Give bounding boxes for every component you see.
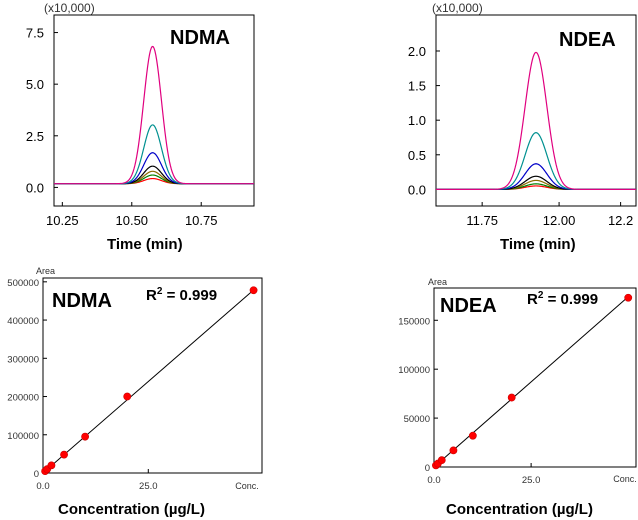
ndma-x-tick-label: 10.25 [46, 213, 79, 228]
ndma-calibration: 0 100000 200000 300000 400000 500000 0.0 25.0 Ar… [7, 266, 263, 492]
ndea-series-line [436, 51, 636, 190]
ndma-data-point [249, 286, 258, 295]
ndma-calibration-xlabel: Concentration (µg/L) [58, 501, 205, 518]
ndea-compound-label: NDEA [559, 29, 616, 51]
ndma-series-line [54, 170, 254, 185]
ndma-chromatogram: 10.25 10.50 10.75 0.0 2.5 5.0 7.5(x10,000) NDMA [26, 1, 255, 228]
ndma-cal-y-tick-label: 400000 [7, 316, 39, 327]
ndea-y-tick-label: 0.5 [408, 148, 426, 163]
ndma-cal-y-tick-label: 300000 [7, 354, 39, 365]
ndea-series-line [436, 179, 636, 190]
ndea-x-tick-label: 12.00 [543, 213, 576, 228]
ndea-multiplier-label: (x10,000) [432, 1, 483, 15]
ndma-series-line [54, 174, 254, 185]
ndea-cal-x-tick-label: 25.0 [522, 475, 541, 486]
ndea-x-tick-label: 11.75 [466, 213, 498, 228]
ndma-calibration-frame [42, 277, 263, 474]
ndea-data-point [624, 293, 633, 302]
ndea-y-tick-label: 1.5 [408, 79, 426, 94]
ndea-cal-y-tick-label: 0 [425, 463, 430, 474]
ndma-data-point [60, 450, 68, 459]
ndma-r2-label: R2 = 0.999 [146, 286, 217, 304]
ndea-calibration-xlabel: Concentration (µg/L) [446, 501, 593, 518]
ndea-data-point [449, 446, 458, 455]
ndma-y-tick-label: 7.5 [26, 26, 44, 41]
ndma-cal-y-tick-label: 500000 [7, 278, 39, 289]
ndea-series-line [436, 183, 636, 190]
ndma-cal-compound-label: NDMA [52, 290, 112, 312]
ndma-y-tick-label: 5.0 [26, 77, 44, 92]
ndea-y-tick-label: 0.0 [408, 182, 426, 197]
ndea-x-tick-label: 12.2 [608, 213, 633, 228]
ndma-data-point [123, 392, 132, 401]
ndea-chromatogram-xlabel: Time (min) [500, 236, 576, 253]
ndea-cal-x-tick-label: 0.0 [427, 475, 440, 486]
ndma-cal-y-tick-label: 0 [34, 469, 39, 480]
ndea-r2-label: R2 = 0.999 [527, 290, 598, 308]
ndma-plot-frame [53, 14, 255, 207]
ndea-cal-y-tick-label: 100000 [398, 365, 430, 376]
ndea-cal-y-tick-label: 150000 [398, 316, 430, 327]
ndma-area-label: Area [36, 266, 55, 276]
ndma-conc-label: Conc. [235, 481, 259, 491]
ndea-cal-compound-label: NDEA [440, 295, 497, 317]
ndea-y-tick-label: 2.0 [408, 44, 426, 59]
ndea-cal-y-tick-label: 50000 [404, 414, 430, 425]
ndma-series-line [54, 45, 254, 185]
ndea-regression-line [433, 296, 629, 468]
ndma-y-tick-label: 2.5 [26, 129, 44, 144]
ndma-regression-line [42, 289, 254, 474]
ndma-chromatogram-xlabel: Time (min) [107, 236, 183, 253]
ndma-cal-x-tick-label: 25.0 [139, 481, 158, 492]
ndea-chromatogram: 11.75 12.00 12.2 0.0 0.5 1.0 1.5 2.0 (x10,000) ND… [408, 1, 637, 228]
ndea-y-tick-label: 1.0 [408, 113, 426, 128]
ndea-calibration: 0 50000 100000 150000 0.0 25.0 Area Conc. NDEA R2… [398, 277, 637, 486]
ndea-area-label: Area [428, 277, 447, 287]
ndma-x-tick-label: 10.75 [185, 213, 218, 228]
ndea-calibration-frame [433, 287, 637, 468]
ndma-compound-label: NDMA [170, 27, 230, 49]
ndma-data-point [47, 461, 56, 470]
ndea-series-line [436, 175, 636, 190]
ndma-x-tick-label: 10.50 [116, 213, 149, 228]
ndma-y-tick-label: 0.0 [26, 180, 44, 195]
ndma-cal-y-tick-label: 100000 [7, 431, 39, 442]
ndea-conc-label: Conc. [613, 474, 637, 484]
ndma-data-point [81, 432, 90, 441]
ndma-multiplier-label: (x10,000) [44, 1, 95, 15]
ndma-cal-x-tick-label: 0.0 [36, 481, 49, 492]
ndea-data-point [507, 393, 516, 402]
ndea-data-point [468, 431, 477, 440]
ndea-plot-frame [435, 14, 637, 207]
ndea-data-point [437, 456, 446, 465]
ndma-series-line [54, 177, 254, 185]
ndma-cal-y-tick-label: 200000 [7, 393, 39, 404]
